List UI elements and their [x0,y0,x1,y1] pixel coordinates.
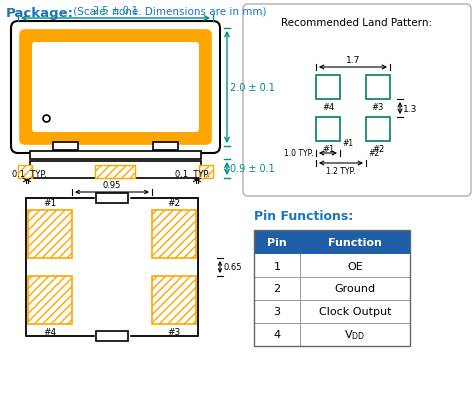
Bar [254,254,410,277]
Bar [96,331,128,341]
FancyBboxPatch shape [243,5,471,196]
Text: Ground: Ground [334,284,376,294]
Text: 1.0 TYP.: 1.0 TYP. [283,149,313,158]
Bar [254,231,410,346]
Text: 2.5 ± 0.1: 2.5 ± 0.1 [93,6,138,16]
Text: (Scale: none. Dimensions are in mm): (Scale: none. Dimensions are in mm) [70,7,266,17]
Text: 1.2 TYP.: 1.2 TYP. [326,166,356,176]
Bar [366,76,390,100]
FancyBboxPatch shape [11,22,220,154]
Bar [316,76,340,100]
Text: 1.7: 1.7 [346,56,360,65]
Text: 4: 4 [273,330,280,340]
Text: V$_{\mathsf{DD}}$: V$_{\mathsf{DD}}$ [344,328,366,342]
Text: #3: #3 [372,103,384,112]
Bar [18,166,32,178]
Text: 3: 3 [273,307,280,317]
FancyBboxPatch shape [20,31,211,145]
Bar [254,231,410,254]
Bar [30,152,201,160]
Text: #2: #2 [368,149,379,158]
Text: #1: #1 [322,145,334,154]
Bar [28,276,72,324]
Text: Recommended Land Pattern:: Recommended Land Pattern: [281,18,433,28]
Text: 2: 2 [273,284,280,294]
Text: OE: OE [347,261,363,271]
Text: #2: #2 [372,145,384,154]
Text: 1: 1 [273,261,280,271]
Text: #1: #1 [44,198,57,207]
Text: 0.95: 0.95 [103,180,121,190]
Text: #4: #4 [322,103,334,112]
Text: 0.9 ± 0.1: 0.9 ± 0.1 [230,164,275,174]
Text: 0.1  TYP.: 0.1 TYP. [175,170,210,178]
Text: Pin: Pin [267,237,287,247]
Text: 2.0 ± 0.1: 2.0 ± 0.1 [230,83,275,93]
Bar [254,323,410,346]
Bar [26,198,198,336]
Text: Package:: Package: [6,7,74,20]
Text: #2: #2 [167,198,181,207]
Text: #4: #4 [44,327,57,336]
Text: 1.3: 1.3 [403,104,417,113]
FancyBboxPatch shape [32,43,199,133]
Bar [254,300,410,323]
Text: #3: #3 [167,327,181,336]
Text: 0.65: 0.65 [223,263,242,272]
Bar [152,276,196,324]
Bar [30,162,201,178]
Text: 0.1  TYP.: 0.1 TYP. [12,170,47,178]
Text: Clock Output: Clock Output [319,307,391,317]
Bar [152,211,196,258]
Bar [254,277,410,300]
Bar [366,118,390,142]
Bar [316,118,340,142]
Text: #1: #1 [342,139,353,148]
Bar [153,143,178,151]
Bar [53,143,78,151]
Bar [28,211,72,258]
Bar [95,166,135,178]
Text: Pin Functions:: Pin Functions: [254,209,353,223]
Bar [96,194,128,203]
Bar [199,166,213,178]
Text: Function: Function [328,237,382,247]
